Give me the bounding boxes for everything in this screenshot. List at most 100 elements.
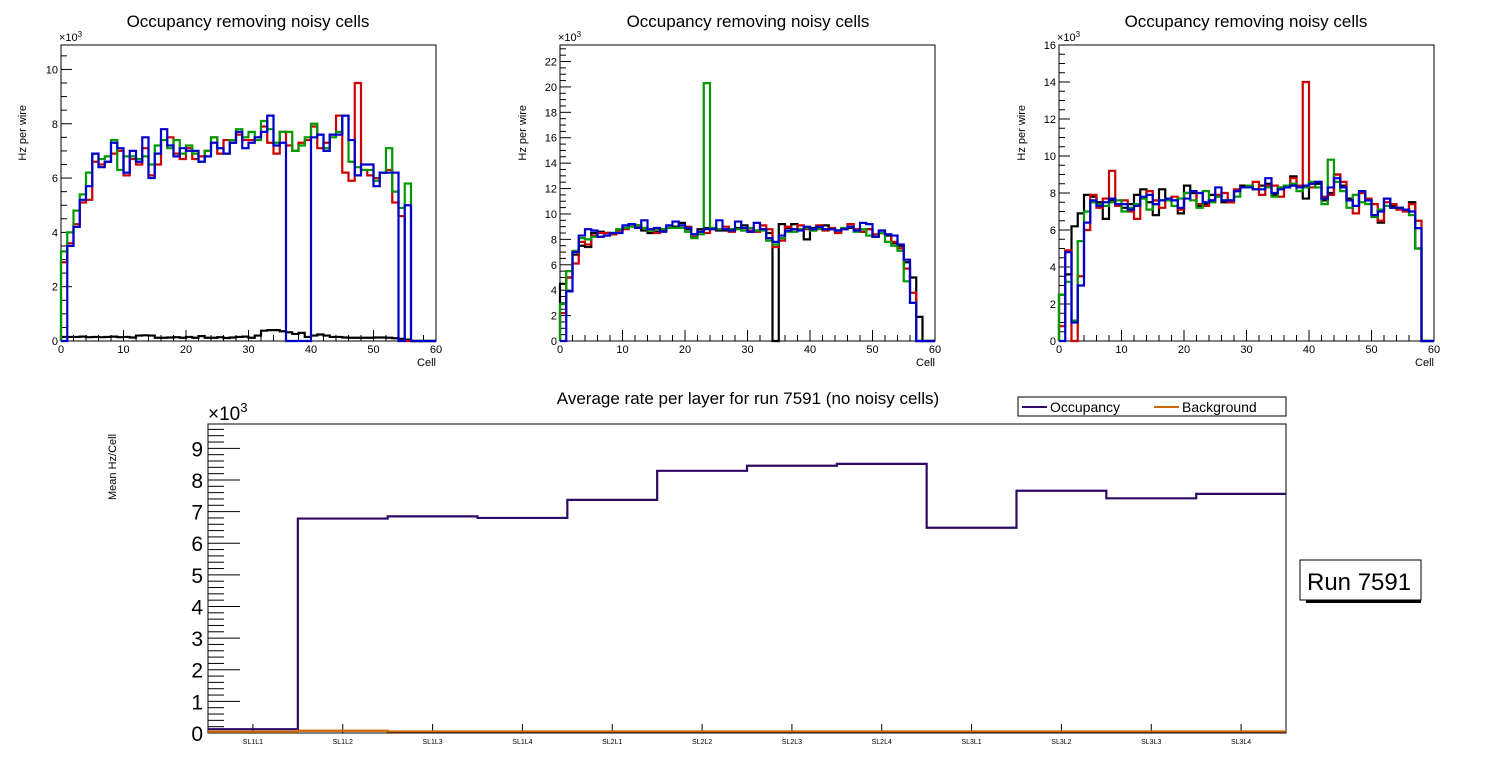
legend-box [1017, 396, 1287, 417]
series-blue-histogram [1059, 177, 1434, 343]
x-tick-label: 60 [430, 344, 442, 356]
x-tick-label: 0 [557, 344, 563, 356]
y-tick-label: 1 [191, 691, 203, 714]
y-tick-label: 8 [551, 234, 557, 246]
x-category-label: SL1L3 [422, 739, 442, 746]
y-tick-label: 2 [551, 311, 557, 323]
x-tick-label: 0 [1056, 344, 1062, 356]
y-tick-label: 7 [191, 502, 203, 525]
chart-title: Occupancy removing noisy cells [1125, 12, 1368, 31]
y-tick-label: 6 [551, 260, 557, 272]
y-tick-label: 6 [52, 173, 58, 185]
x-category-label: SL3L1 [961, 739, 981, 746]
x-tick-label: 40 [1303, 344, 1315, 356]
y-multiplier-exponent: 3 [1076, 30, 1081, 39]
plot-frame [60, 44, 437, 342]
x-tick-label: 0 [58, 344, 64, 356]
run-label: Run 7591 [1307, 569, 1411, 596]
x-axis-label: Cell [417, 357, 436, 369]
x-category-label: SL2L1 [602, 739, 622, 746]
series-green-histogram [59, 114, 436, 343]
x-category-label: SL3L3 [1141, 739, 1161, 746]
y-tick-label: 12 [1044, 114, 1056, 126]
x-tick-label: 30 [741, 344, 753, 356]
y-tick-label: 18 [545, 107, 557, 119]
y-tick-label: 5 [191, 565, 203, 588]
y-tick-label: 4 [52, 227, 58, 239]
x-tick-label: 30 [1240, 344, 1252, 356]
y-multiplier-exponent: 3 [577, 30, 582, 39]
x-category-label: SL1L4 [512, 739, 532, 746]
x-axis-label: Cell [916, 357, 935, 369]
x-tick-label: 60 [929, 344, 941, 356]
chart-title: Average rate per layer for run 7591 (no … [557, 389, 939, 408]
series-red-histogram [59, 81, 436, 343]
y-tick-label: 22 [545, 57, 557, 69]
x-category-label: SL2L3 [782, 739, 802, 746]
x-category-label: SL1L2 [333, 739, 353, 746]
x-tick-label: 60 [1428, 344, 1440, 356]
chart-title: Occupancy removing noisy cells [627, 12, 870, 31]
y-tick-label: 8 [191, 470, 203, 493]
chart-title: Occupancy removing noisy cells [127, 12, 370, 31]
x-tick-label: 20 [679, 344, 691, 356]
y-axis-label: Mean Hz/Cell [107, 434, 119, 500]
x-tick-label: 50 [866, 344, 878, 356]
series-black-histogram [558, 221, 935, 343]
y-tick-label: 8 [52, 119, 58, 131]
plot-frame [207, 423, 1287, 734]
legend-label-occupancy: Occupancy [1050, 399, 1120, 415]
y-tick-label: 16 [545, 133, 557, 145]
x-tick-label: 40 [305, 344, 317, 356]
y-tick-label: 0 [551, 336, 557, 348]
y-tick-label: 14 [1044, 77, 1056, 89]
y-tick-label: 14 [545, 158, 557, 170]
series-background-step [208, 729, 1286, 733]
y-axis-label: Hz per wire [517, 105, 529, 161]
y-tick-label: 10 [1044, 151, 1056, 163]
histogram-panel-2: Occupancy removing noisy cells Hz per wir… [517, 12, 941, 369]
y-tick-label: 10 [46, 64, 58, 76]
y-tick-label: 4 [191, 596, 203, 619]
run-box-shadow [1306, 600, 1421, 603]
legend-label-background: Background [1182, 399, 1257, 415]
y-tick-label: 3 [191, 628, 203, 651]
histogram-panel-1: Occupancy removing noisy cells Hz per wir… [17, 12, 442, 369]
x-tick-label: 10 [1115, 344, 1127, 356]
y-tick-label: 6 [191, 533, 203, 556]
series-red-histogram [558, 223, 935, 343]
x-tick-label: 10 [616, 344, 628, 356]
y-tick-label: 6 [1050, 225, 1056, 237]
x-axis-label: Cell [1415, 357, 1434, 369]
series-green-histogram [558, 82, 935, 343]
y-tick-label: 8 [1050, 188, 1056, 200]
y-tick-label: 4 [551, 285, 557, 297]
y-multiplier: ×103 [558, 30, 582, 44]
y-tick-label: 4 [1050, 262, 1056, 274]
y-tick-label: 2 [1050, 299, 1056, 311]
x-category-label: SL3L2 [1051, 739, 1071, 746]
x-tick-label: 10 [117, 344, 129, 356]
y-tick-label: 0 [1050, 336, 1056, 348]
y-tick-label: 16 [1044, 40, 1056, 52]
y-axis-label: Hz per wire [17, 105, 29, 161]
series-black-histogram [59, 329, 436, 343]
y-multiplier-exponent: 3 [78, 30, 83, 39]
x-category-label: SL1L1 [243, 739, 263, 746]
x-tick-label: 20 [180, 344, 192, 356]
histogram-panel-3: Occupancy removing noisy cells Hz per wir… [1016, 12, 1440, 369]
x-tick-label: 50 [1365, 344, 1377, 356]
y-tick-label: 12 [545, 184, 557, 196]
y-tick-label: 2 [191, 660, 203, 683]
run-label-box: Run 7591 [1299, 559, 1422, 603]
y-tick-label: 0 [52, 336, 58, 348]
plot-frame [559, 44, 936, 342]
x-category-label: SL2L4 [872, 739, 892, 746]
series-blue-histogram [560, 219, 935, 343]
x-tick-label: 50 [367, 344, 379, 356]
y-multiplier: ×103 [59, 30, 83, 44]
series-blue-histogram [61, 114, 436, 343]
series-occupancy-step [208, 462, 1286, 731]
y-multiplier: ×103 [1057, 30, 1081, 44]
